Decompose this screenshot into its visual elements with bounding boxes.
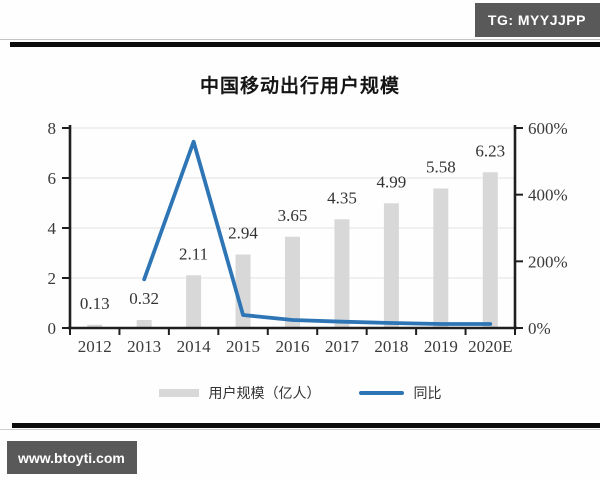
bottom-thin-divider (0, 429, 600, 430)
bar-value-label: 2.11 (179, 244, 208, 263)
website-badge: www.btoyti.com (7, 441, 137, 474)
telegram-badge: TG: MYYJJPP (474, 3, 600, 37)
bar-value-label: 0.32 (129, 289, 159, 308)
bar (334, 219, 350, 328)
x-axis-label: 2013 (127, 337, 161, 356)
legend-label-line: 同比 (413, 385, 442, 401)
x-axis-label: 2016 (276, 337, 310, 356)
bar-value-label: 4.35 (327, 188, 357, 207)
bar-value-label: 6.23 (475, 141, 505, 160)
x-axis-label: 2018 (374, 337, 408, 356)
bar (285, 236, 300, 328)
y-axis-left-label: 6 (48, 169, 57, 188)
bar-value-label: 4.99 (377, 172, 407, 191)
top-thin-divider (0, 39, 600, 40)
bar (433, 188, 449, 328)
y-axis-left-label: 4 (48, 219, 57, 238)
y-axis-right-label: 0% (528, 319, 551, 338)
x-axis-label: 2014 (177, 337, 212, 356)
bar-series-swatch (158, 389, 199, 397)
bar (235, 254, 251, 328)
x-axis-label: 2019 (424, 337, 458, 356)
bar (136, 320, 152, 328)
legend-label-bars: 用户规模（亿人） (208, 385, 321, 401)
bar (482, 172, 498, 328)
bar (186, 275, 202, 328)
bar-value-label: 5.58 (426, 158, 456, 177)
bar (87, 324, 103, 328)
line-series-swatch (358, 391, 404, 395)
x-axis-label: 2017 (325, 337, 360, 356)
bottom-divider (12, 423, 600, 428)
y-axis-left-label: 2 (48, 269, 57, 288)
bar-value-label: 0.13 (80, 294, 110, 313)
bar-value-label: 3.65 (278, 206, 308, 225)
bar (383, 203, 399, 328)
y-axis-left-label: 0 (48, 319, 57, 338)
x-axis-label: 2020E (468, 337, 512, 356)
y-axis-right-label: 200% (528, 252, 568, 271)
x-axis-label: 2015 (226, 337, 260, 356)
bar-value-label: 2.94 (228, 224, 258, 243)
top-divider (10, 42, 600, 47)
legend-item-line: 同比 (358, 383, 442, 403)
y-axis-left-label: 8 (48, 119, 57, 138)
chart-title: 中国移动出行用户规模 (199, 76, 400, 97)
legend-item-bars: 用户规模（亿人） (158, 383, 321, 403)
y-axis-right-label: 600% (528, 119, 568, 138)
x-axis-label: 2012 (78, 337, 112, 356)
trend-line (142, 139, 493, 326)
legend: 用户规模（亿人） 同比 (0, 383, 600, 403)
y-axis-right-label: 400% (528, 186, 568, 205)
